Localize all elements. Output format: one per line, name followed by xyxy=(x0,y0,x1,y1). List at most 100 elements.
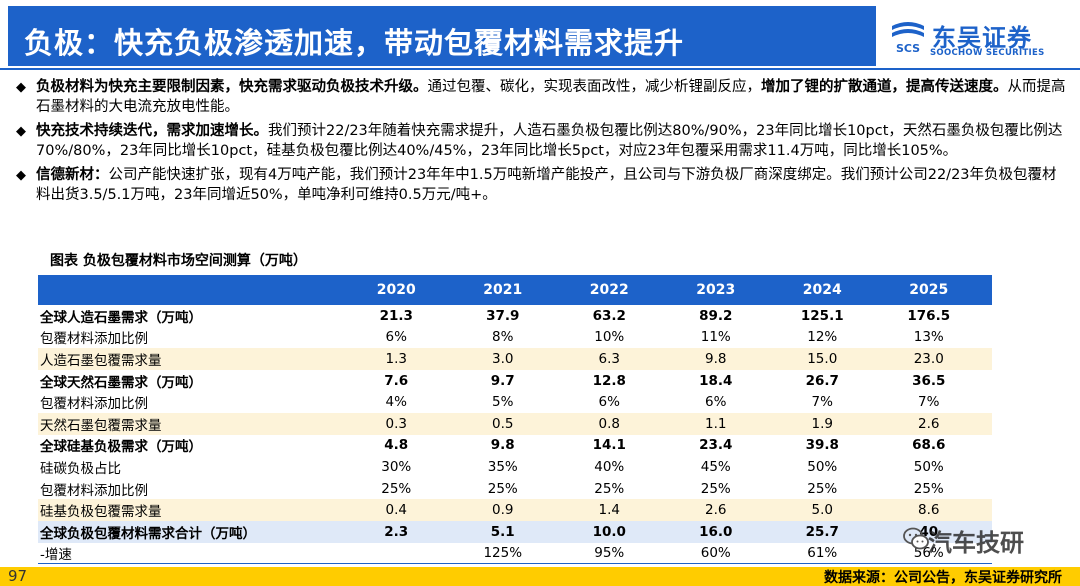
table-cell: 6% xyxy=(598,394,620,411)
table-cell: 176.5 xyxy=(907,307,951,324)
table-row: -增速 125% 95% 60% 61% 56% xyxy=(38,543,992,565)
table-cell: 11% xyxy=(700,329,731,346)
table-cell: 40% xyxy=(594,458,625,475)
table-cell: 14.1 xyxy=(592,437,626,454)
soochow-logo-icon: SCS xyxy=(892,22,924,55)
bullet-item: ◆ 负极材料为快充主要限制因素，快充需求驱动负极技术升级。通过包覆、碳化，实现表面… xyxy=(16,78,1066,117)
table-cell: 9.7 xyxy=(490,372,515,389)
table-cell: 10% xyxy=(594,329,625,346)
table-cell: 125% xyxy=(483,544,523,561)
table-cell: 2.6 xyxy=(705,502,727,519)
table-row: 全球负极包覆材料需求合计（万吨） 2.3 5.1 10.0 16.0 25.7 40 xyxy=(38,520,992,543)
table-cell: 1.9 xyxy=(811,415,833,432)
table-cell: 15.0 xyxy=(807,350,838,367)
year-header-cell: 2021 xyxy=(483,282,523,298)
table-row: 包覆材料添加比例 6% 8% 10% 11% 12% 13% xyxy=(38,327,992,349)
table-cell: 0.4 xyxy=(385,502,407,519)
table-cell: 23.0 xyxy=(913,350,944,367)
logo-chinese-name: 东吴证券 xyxy=(932,24,1032,52)
row-label: 包覆材料添加比例 xyxy=(40,331,148,348)
table-cell: 0.5 xyxy=(492,415,514,432)
table-cell: 6.3 xyxy=(598,350,620,367)
watermark-text: 汽车技研 xyxy=(928,529,1024,557)
table-cell: 18.4 xyxy=(699,372,733,389)
table-cell: 1.3 xyxy=(385,350,407,367)
year-header-cell: 2024 xyxy=(802,282,842,298)
table-cell: 21.3 xyxy=(379,307,413,324)
year-header-cell: 2025 xyxy=(909,282,949,298)
table-cell: 25.7 xyxy=(805,523,839,540)
table-cell: 125.1 xyxy=(800,307,844,324)
header-divider xyxy=(0,68,1080,70)
table-cell: 0.3 xyxy=(385,415,407,432)
row-label: 包覆材料添加比例 xyxy=(40,396,148,413)
market-size-table: 2020 2021 2022 2023 2024 2025 全球人造石墨需求（万吨） 21.… xyxy=(38,275,992,565)
table-cell: 9.8 xyxy=(705,350,727,367)
table-cell: 6% xyxy=(385,329,407,346)
bullet-text: 公司产能快速扩张，现有4万吨产能，我们预计23年年中1.5万吨新增产能投产，且公… xyxy=(36,167,1057,203)
table-cell: 50% xyxy=(913,458,944,475)
table-cell: 37.9 xyxy=(486,307,520,324)
row-label: -增速 xyxy=(40,546,72,563)
table-cell: 12% xyxy=(807,329,838,346)
year-header-cell: 2022 xyxy=(589,282,629,298)
diamond-bullet-icon: ◆ xyxy=(16,168,26,183)
row-label: 硅碳负极占比 xyxy=(40,460,121,477)
table-cell: 0.9 xyxy=(492,502,514,519)
table-row: 全球硅基负极需求（万吨） 4.8 9.8 14.1 23.4 39.8 68.6 xyxy=(38,435,992,457)
wechat-icon xyxy=(903,527,929,550)
table-cell: 7.6 xyxy=(384,372,409,389)
table-cell: 25% xyxy=(487,480,518,497)
table-cell: 7% xyxy=(811,394,833,411)
table-row: 人造石墨包覆需求量 1.3 3.0 6.3 9.8 15.0 23.0 xyxy=(38,348,992,370)
logo-english-name: SOOCHOW SECURITIES xyxy=(930,48,1045,58)
title-band: 负极：快充负极渗透加速，带动包覆材料需求提升 xyxy=(8,6,876,66)
table-cell: 4.8 xyxy=(384,437,409,454)
slide-title: 负极：快充负极渗透加速，带动包覆材料需求提升 xyxy=(24,26,685,60)
bullet-text: 从而提高石墨材料的大电流充放电性能。 xyxy=(36,79,1066,115)
table-cell: 23.4 xyxy=(699,437,733,454)
page-number: 97 xyxy=(8,567,28,585)
bullet-emphasis-text: 信德新材： xyxy=(36,167,109,183)
year-header-cell: 2023 xyxy=(696,282,736,298)
row-label: 天然石墨包覆需求量 xyxy=(40,417,162,434)
table-cell: 8.6 xyxy=(918,502,940,519)
table-row: 天然石墨包覆需求量 0.3 0.5 0.8 1.1 1.9 2.6 xyxy=(38,412,992,435)
bullet-text: 通过包覆、碳化，实现表面改性，减少析锂副反应， xyxy=(427,79,762,95)
logo-mark-text: SCS xyxy=(896,42,920,55)
table-cell: 16.0 xyxy=(699,523,733,540)
table-cell: 26.7 xyxy=(805,372,839,389)
bullet-item: ◆ 信德新材：公司产能快速扩张，现有4万吨产能，我们预计23年年中1.5万吨新增产… xyxy=(16,166,1066,205)
table-cell: 39.8 xyxy=(805,437,839,454)
table-cell: 1.1 xyxy=(705,415,727,432)
table-cell: 25% xyxy=(913,480,944,497)
table-cell: 30% xyxy=(381,458,412,475)
table-cell: 50% xyxy=(807,458,838,475)
table-row: 包覆材料添加比例 4% 5% 6% 6% 7% 7% xyxy=(38,391,992,413)
table-cell: 25% xyxy=(381,480,412,497)
data-source: 数据来源：公司公告，东吴证券研究所 xyxy=(824,570,1062,586)
table-cell: 25% xyxy=(807,480,838,497)
table-cell: 9.8 xyxy=(490,437,515,454)
bullet-list: ◆ 负极材料为快充主要限制因素，快充需求驱动负极技术升级。通过包覆、碳化，实现表面… xyxy=(16,78,1066,210)
table-cell: 25% xyxy=(594,480,625,497)
table-cell: 61% xyxy=(807,544,838,561)
table-cell: 45% xyxy=(700,458,731,475)
table-cell: 68.6 xyxy=(912,437,946,454)
bullet-item: ◆ 快充技术持续迭代，需求加速增长。我们预计22/23年随着快充需求提升，人造石墨… xyxy=(16,122,1066,161)
bullet-emphasis-text: 快充技术持续迭代，需求加速增长。 xyxy=(36,123,268,139)
table-cell: 35% xyxy=(487,458,518,475)
table-cell: 8% xyxy=(492,329,514,346)
table-cell: 5.1 xyxy=(490,523,515,540)
table-cell: 3.0 xyxy=(492,350,514,367)
table-cell: 0.8 xyxy=(598,415,620,432)
table-cell: 60% xyxy=(700,544,731,561)
table-cell: 7% xyxy=(918,394,940,411)
row-label: 硅基负极包覆需求量 xyxy=(40,504,162,521)
table-header-row: 2020 2021 2022 2023 2024 2025 xyxy=(38,275,992,305)
table-cell: 4% xyxy=(385,394,407,411)
table-cell: 5% xyxy=(492,394,514,411)
year-header-cell: 2020 xyxy=(376,282,416,298)
table-row: 硅碳负极占比 30% 35% 40% 45% 50% 50% xyxy=(38,456,992,478)
company-logo: SCS 东吴证券 SOOCHOW SECURITIES xyxy=(888,18,1078,62)
